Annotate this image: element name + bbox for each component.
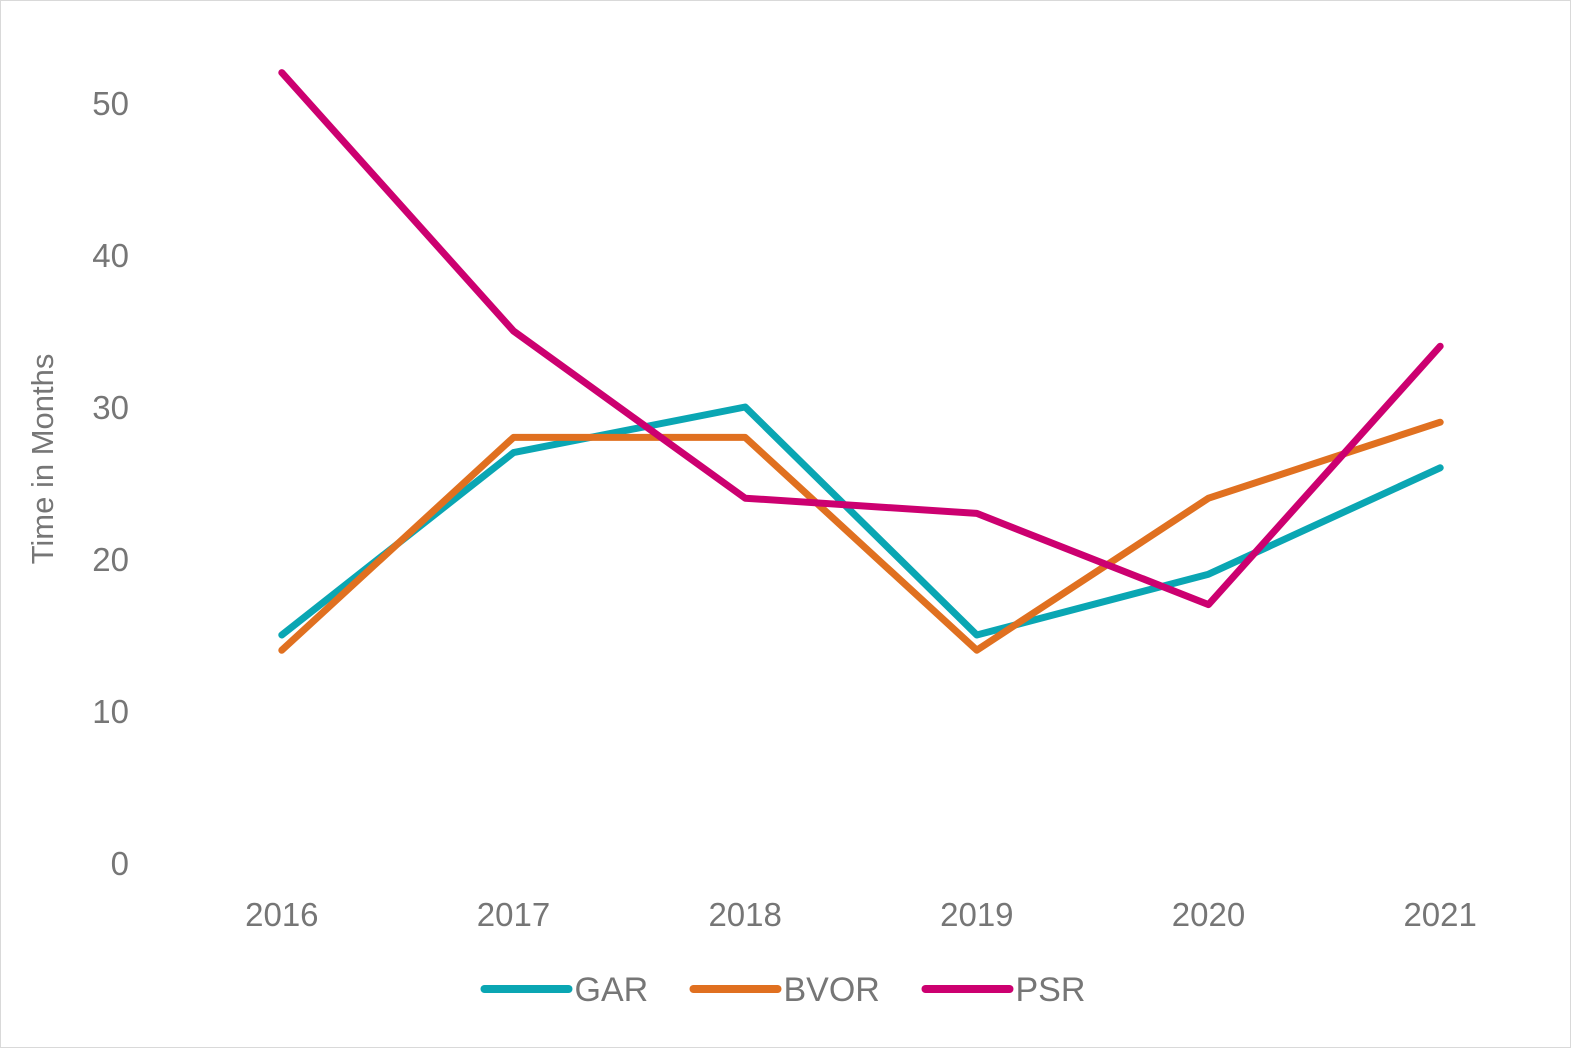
- x-tick-label: 2021: [1403, 896, 1476, 933]
- y-axis-ticks: 0 10 20 30 40 50: [92, 85, 129, 882]
- x-tick-label: 2017: [477, 896, 550, 933]
- x-tick-label: 2016: [245, 896, 318, 933]
- legend-label-psr: PSR: [1016, 971, 1086, 1009]
- series-line-gar: [278, 403, 1444, 639]
- x-tick-label: 2020: [1172, 896, 1245, 933]
- x-axis-ticks: 2016 2017 2018 2019 2020 2021: [245, 896, 1477, 933]
- legend-label-bvor: BVOR: [784, 971, 880, 1009]
- y-tick-label: 30: [92, 389, 129, 426]
- x-tick-label: 2019: [940, 896, 1013, 933]
- y-tick-label: 10: [92, 693, 129, 730]
- y-tick-label: 0: [111, 845, 129, 882]
- y-axis-title: Time in Months: [25, 354, 60, 565]
- legend-label-gar: GAR: [575, 971, 649, 1009]
- y-tick-label: 40: [92, 237, 129, 274]
- series-line-bvor: [278, 418, 1444, 654]
- y-tick-label: 20: [92, 541, 129, 578]
- x-tick-label: 2018: [708, 896, 781, 933]
- y-tick-label: 50: [92, 85, 129, 122]
- series-line-psr: [278, 69, 1444, 609]
- series-lines: [278, 69, 1444, 654]
- legend: GAR BVOR PSR: [480, 971, 1086, 1009]
